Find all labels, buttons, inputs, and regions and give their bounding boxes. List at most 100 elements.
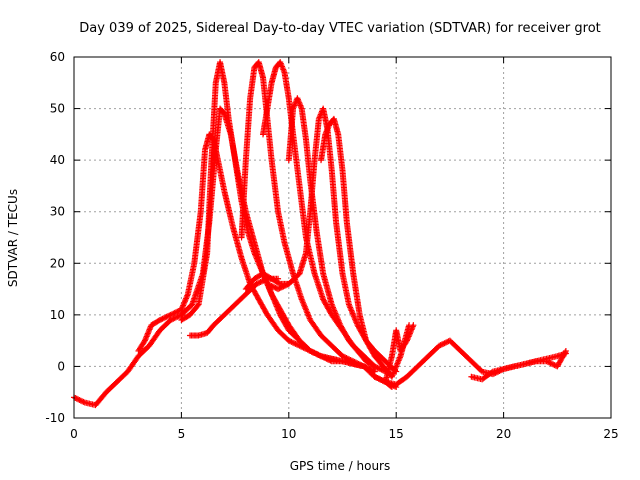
data-point bbox=[355, 360, 362, 367]
data-point bbox=[174, 313, 181, 320]
data-point bbox=[292, 340, 299, 347]
data-point bbox=[373, 374, 380, 381]
x-tick-label: 15 bbox=[389, 427, 404, 441]
data-point bbox=[437, 342, 444, 349]
data-point bbox=[287, 338, 294, 345]
data-point bbox=[311, 349, 318, 356]
data-point bbox=[348, 357, 355, 364]
data-point bbox=[271, 284, 278, 291]
series-sat-f bbox=[285, 95, 378, 370]
data-point bbox=[562, 349, 569, 356]
data-point bbox=[256, 279, 263, 286]
data-point bbox=[370, 362, 377, 369]
data-point bbox=[264, 280, 271, 287]
data-point bbox=[377, 366, 384, 373]
data-point bbox=[377, 376, 384, 383]
data-point bbox=[342, 354, 349, 361]
data-point bbox=[308, 348, 315, 355]
plot-frame bbox=[73, 56, 612, 419]
series-sat-h bbox=[318, 115, 413, 380]
data-point bbox=[267, 282, 274, 289]
data-point bbox=[268, 282, 275, 289]
data-point bbox=[346, 356, 353, 363]
data-point bbox=[194, 302, 201, 309]
data-point bbox=[356, 361, 363, 368]
data-point bbox=[488, 369, 495, 376]
data-point bbox=[272, 284, 279, 291]
data-point bbox=[156, 317, 163, 324]
data-point bbox=[167, 311, 174, 318]
data-point bbox=[158, 316, 165, 323]
series-sat-m bbox=[468, 347, 569, 383]
data-point bbox=[77, 397, 84, 404]
y-tick-label: 40 bbox=[50, 153, 65, 167]
x-tick-label: 25 bbox=[603, 427, 618, 441]
data-point bbox=[162, 314, 169, 321]
y-tick-label: 0 bbox=[57, 359, 65, 373]
x-tick-label: 0 bbox=[70, 427, 78, 441]
data-point bbox=[375, 365, 382, 372]
data-point bbox=[257, 278, 264, 285]
y-axis-label: SDTVAR / TECUs bbox=[6, 189, 20, 287]
data-point bbox=[170, 315, 177, 322]
data-point bbox=[260, 277, 267, 284]
axis-ticks: 0 5 10 15 20 25 -10 0 10 20 30 40 50 60 bbox=[45, 50, 618, 441]
x-tick-label: 5 bbox=[178, 427, 186, 441]
x-tick-label: 10 bbox=[281, 427, 296, 441]
data-point bbox=[76, 396, 83, 403]
data-point bbox=[375, 375, 382, 382]
data-point bbox=[309, 349, 316, 356]
data-point bbox=[253, 280, 260, 287]
data-point bbox=[293, 341, 300, 348]
data-point bbox=[307, 347, 314, 354]
data-point bbox=[175, 313, 182, 320]
data-point bbox=[163, 313, 170, 320]
data-point bbox=[167, 317, 174, 324]
data-point bbox=[288, 338, 295, 345]
data-point bbox=[79, 398, 86, 405]
data-point bbox=[371, 373, 378, 380]
data-point bbox=[374, 364, 381, 371]
data-point bbox=[166, 312, 173, 319]
data-point bbox=[269, 283, 276, 290]
data-point bbox=[171, 309, 178, 316]
y-tick-label: 30 bbox=[50, 205, 65, 219]
data-point bbox=[352, 359, 359, 366]
data-point bbox=[403, 338, 410, 345]
data-point bbox=[350, 358, 357, 365]
data-point bbox=[169, 316, 176, 323]
data-point bbox=[548, 360, 555, 367]
data-point bbox=[340, 353, 347, 360]
data-point bbox=[295, 342, 302, 349]
chart-title: Day 039 of 2025, Sidereal Day-to-day VTE… bbox=[79, 21, 601, 36]
x-tick-label: 20 bbox=[496, 427, 511, 441]
data-point bbox=[164, 313, 171, 320]
data-point bbox=[276, 285, 283, 292]
data-point bbox=[410, 322, 417, 329]
data-point bbox=[547, 360, 554, 367]
data-point bbox=[173, 309, 180, 316]
data-point bbox=[254, 280, 261, 287]
data-point bbox=[543, 358, 550, 365]
data-point bbox=[285, 337, 292, 344]
data-point bbox=[343, 355, 350, 362]
data-point bbox=[440, 340, 447, 347]
data-layer bbox=[71, 59, 569, 409]
data-point bbox=[550, 361, 557, 368]
data-point bbox=[351, 358, 358, 365]
y-tick-label: 50 bbox=[50, 102, 65, 116]
data-point bbox=[159, 315, 166, 322]
data-point bbox=[371, 363, 378, 370]
data-point bbox=[171, 315, 178, 322]
data-point bbox=[371, 368, 378, 375]
data-point bbox=[442, 339, 449, 346]
data-point bbox=[316, 352, 323, 359]
data-point bbox=[285, 280, 292, 287]
data-point bbox=[174, 308, 181, 315]
data-point bbox=[75, 396, 82, 403]
data-point bbox=[72, 395, 79, 402]
y-tick-label: 10 bbox=[50, 308, 65, 322]
data-point bbox=[160, 315, 167, 322]
data-point bbox=[265, 281, 272, 288]
